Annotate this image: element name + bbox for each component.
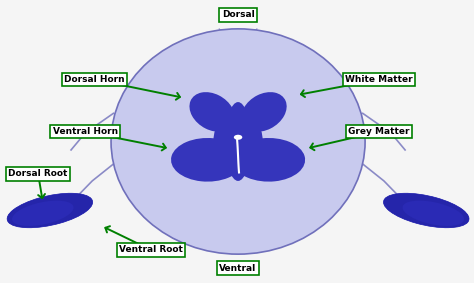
Ellipse shape <box>241 92 287 132</box>
Text: Dorsal Horn: Dorsal Horn <box>64 75 125 84</box>
Ellipse shape <box>225 102 251 181</box>
Ellipse shape <box>232 138 305 182</box>
Text: White Matter: White Matter <box>346 75 413 84</box>
Text: Ventral: Ventral <box>219 264 257 273</box>
Text: Ventral Root: Ventral Root <box>119 245 183 254</box>
Text: Ventral Horn: Ventral Horn <box>53 127 118 136</box>
Text: Grey Matter: Grey Matter <box>348 127 410 136</box>
Ellipse shape <box>171 138 244 182</box>
Ellipse shape <box>402 201 464 226</box>
Ellipse shape <box>12 201 73 226</box>
Ellipse shape <box>213 111 263 172</box>
Ellipse shape <box>111 29 365 254</box>
Ellipse shape <box>234 135 242 140</box>
Ellipse shape <box>383 193 469 228</box>
Text: Dorsal: Dorsal <box>222 10 255 19</box>
Ellipse shape <box>190 92 235 132</box>
Ellipse shape <box>7 193 92 228</box>
Text: Dorsal Root: Dorsal Root <box>9 170 68 178</box>
